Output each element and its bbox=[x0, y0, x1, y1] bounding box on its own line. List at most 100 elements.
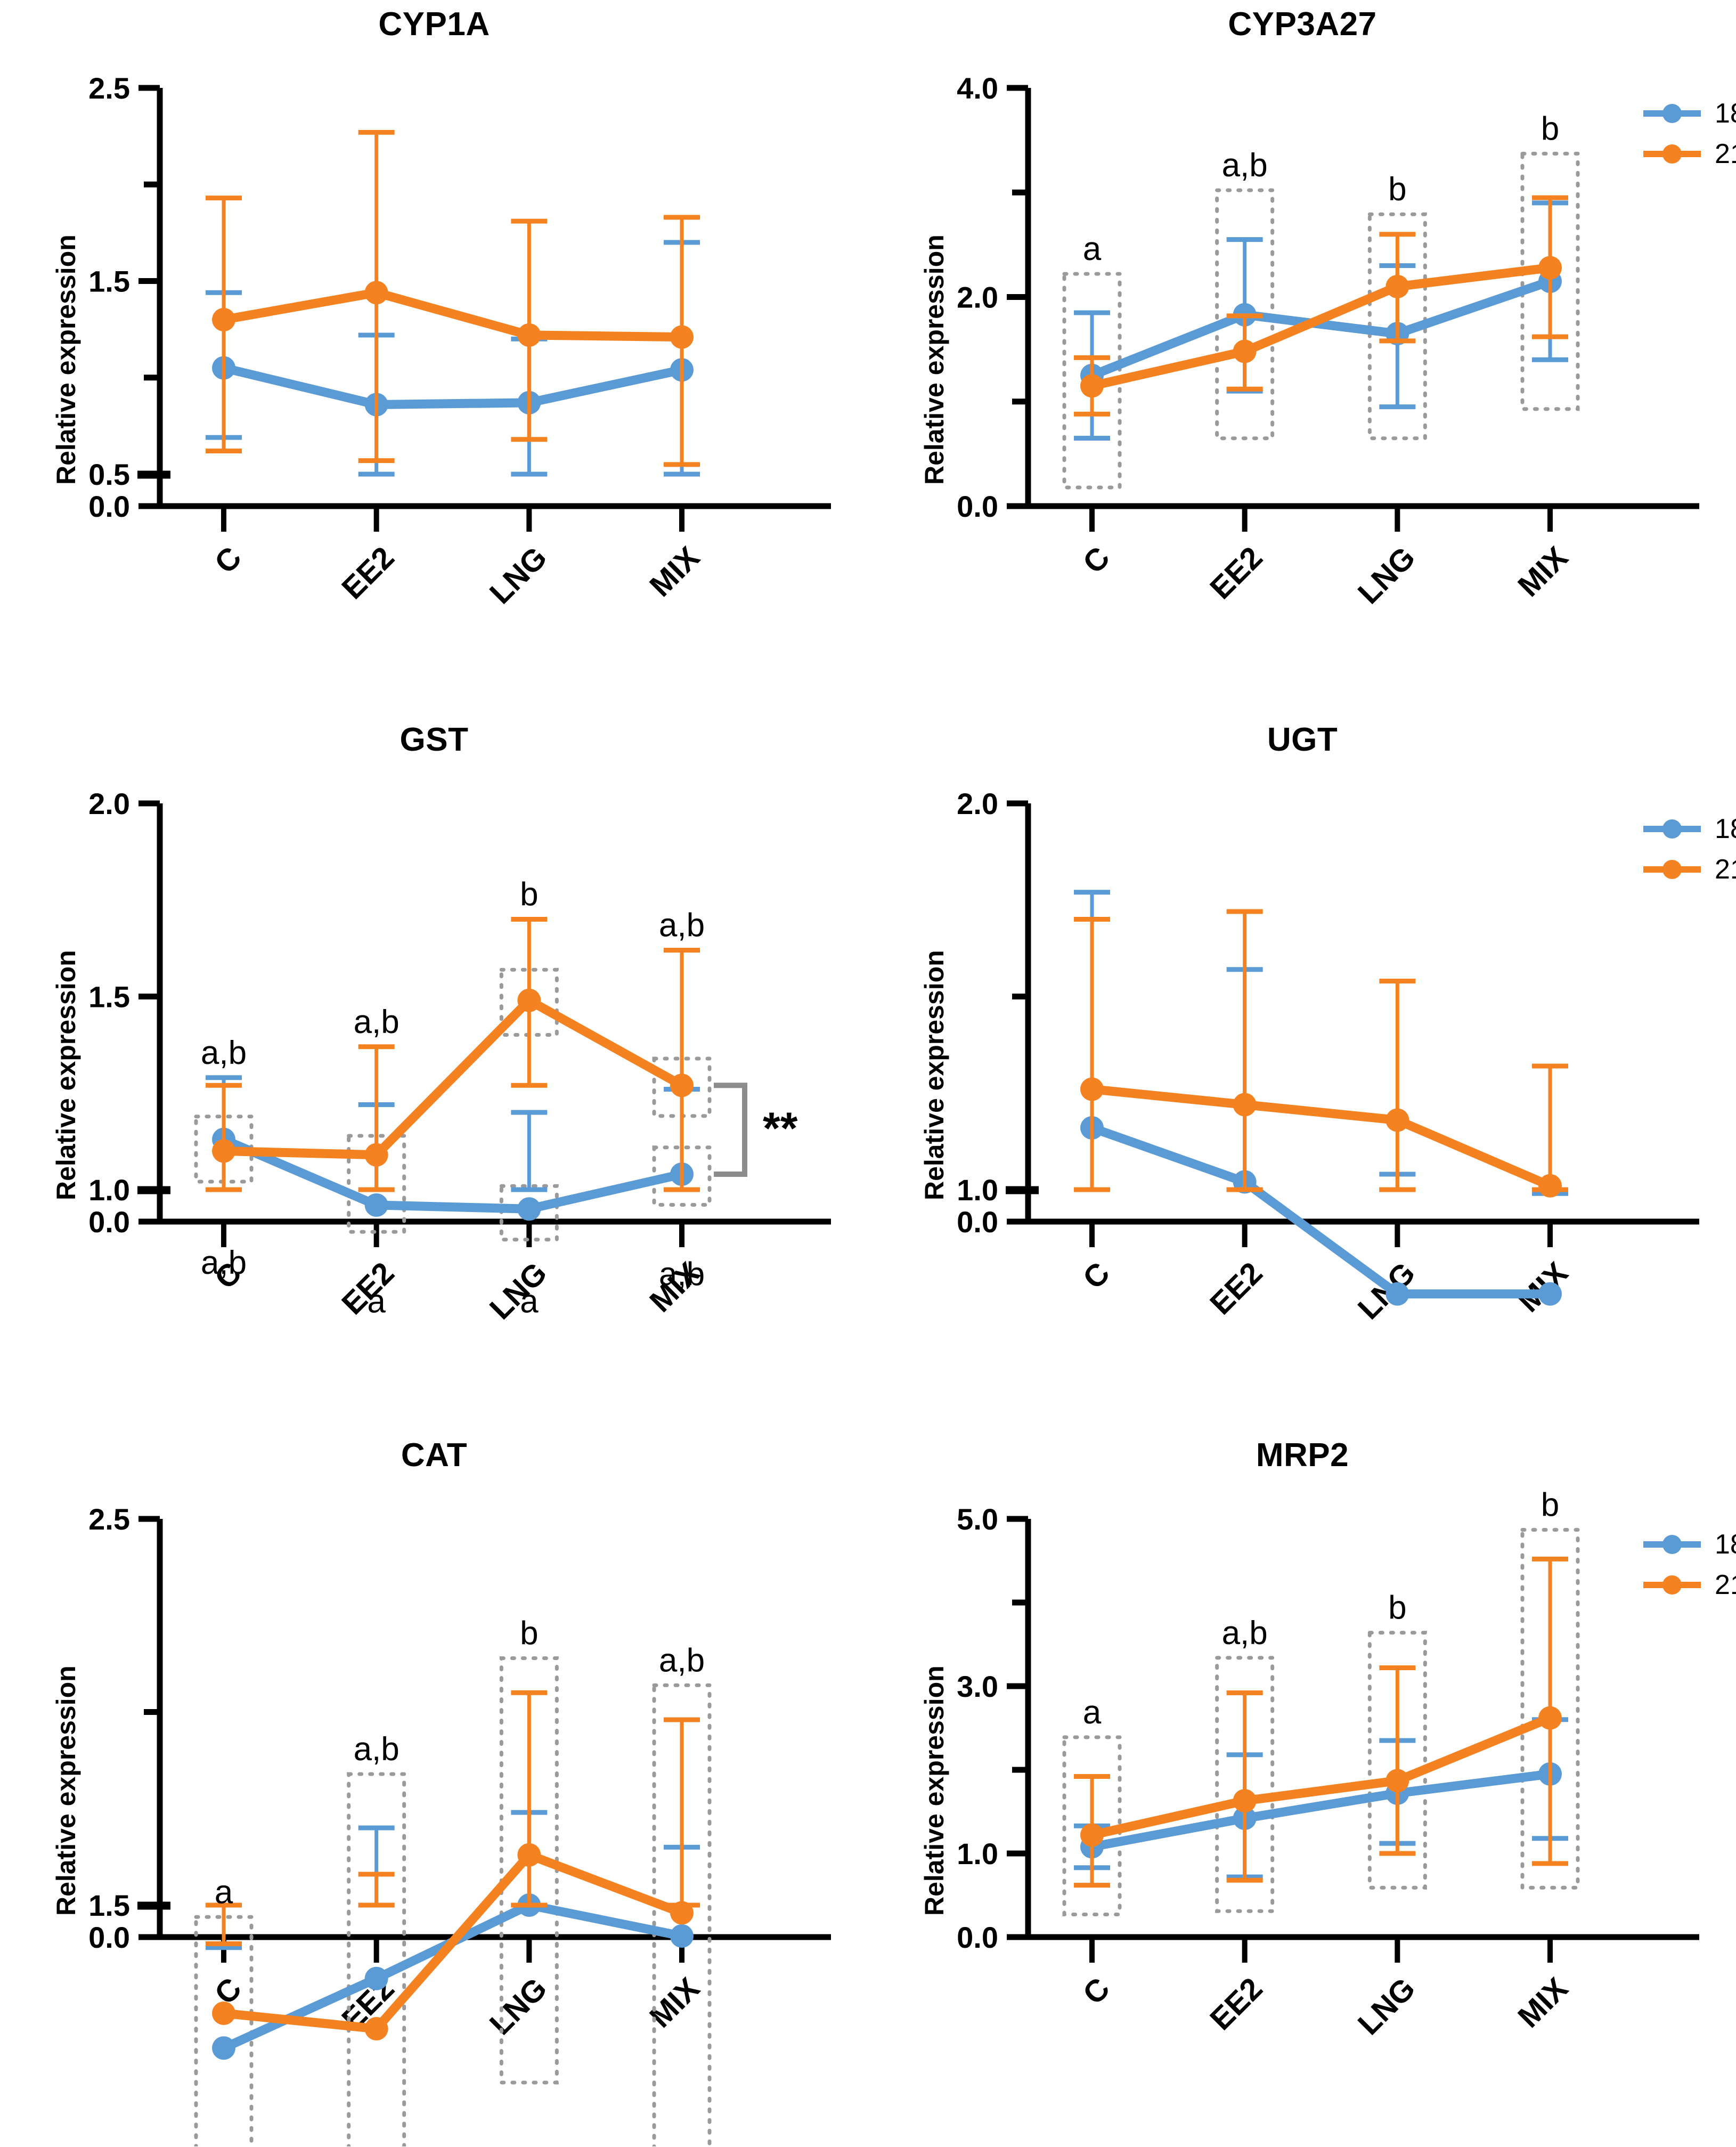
data-point bbox=[517, 1843, 541, 1867]
series-line bbox=[219, 996, 687, 1160]
legend-item-18c[interactable]: 18 ºC bbox=[1643, 93, 1736, 134]
significance-asterisks: ** bbox=[763, 1103, 798, 1153]
legend-line-swatch bbox=[1643, 1535, 1701, 1554]
chart-panel-gst: GST 0.0 1.0 1.5 2.0 C EE2 LNG MIX ** a,b a,b a,b a b a a… bbox=[0, 715, 868, 1431]
data-point bbox=[517, 1197, 541, 1221]
legend-item-18c[interactable]: 18 ºC bbox=[1643, 809, 1736, 849]
x-tick-label: C bbox=[208, 540, 248, 581]
y-tick-label: 2.5 bbox=[88, 1502, 130, 1536]
group-letter-annotation: a,b bbox=[659, 1256, 705, 1293]
x-tick-label: MIX bbox=[643, 540, 706, 603]
axes: 0.01.52.5C EE2 LNG MIX bbox=[88, 1502, 831, 2042]
data-point bbox=[364, 1193, 388, 1217]
panel-title: UGT bbox=[1267, 721, 1338, 758]
group-letter-annotation: b bbox=[1541, 110, 1559, 147]
data-point bbox=[1233, 339, 1257, 363]
legend-item-21c[interactable]: 21 ºC bbox=[1643, 134, 1736, 174]
legend-marker-dot bbox=[1662, 819, 1682, 839]
data-point bbox=[1080, 1077, 1104, 1101]
axes: 0.0 2.0 4.0 C EE2 LNG MIX bbox=[957, 71, 1699, 611]
axes: 0.0 1.0 3.0 5.0 C EE2 LNG MIX bbox=[957, 1502, 1699, 2042]
y-tick-label: 2.0 bbox=[957, 787, 998, 820]
series-21c bbox=[206, 1690, 700, 2040]
data-point bbox=[670, 1924, 694, 1948]
y-tick-label: 2.0 bbox=[957, 281, 998, 314]
group-letter-annotation: a,b bbox=[659, 1642, 705, 1679]
series-21c bbox=[1074, 1556, 1568, 1888]
legend: 18 ºC 21 ºC bbox=[1643, 809, 1736, 890]
axes: 0.00.5 1.5 2.5 C EE2 LNG MIX bbox=[88, 71, 831, 611]
significance-box bbox=[499, 1656, 559, 2085]
y-axis-label: Relative expression bbox=[919, 950, 949, 1200]
y-tick-label: 1.5 bbox=[88, 265, 130, 298]
panel-title: MRP2 bbox=[1256, 1437, 1349, 1474]
x-tick-label: LNG bbox=[483, 540, 554, 611]
group-letter-annotation: a bbox=[367, 1283, 386, 1320]
y-tick-label: 0.0 bbox=[957, 490, 998, 523]
data-point bbox=[517, 323, 541, 347]
data-point bbox=[364, 281, 388, 305]
legend-label: 21 ºC bbox=[1715, 854, 1736, 885]
significance-box bbox=[652, 1145, 712, 1207]
x-tick-label: C bbox=[1076, 540, 1116, 581]
chart-panel-cyp3a27: CYP3A27 0.0 2.0 4.0 C EE2 LNG MIX a a,b b b Relative… bbox=[868, 0, 1736, 715]
data-point bbox=[1385, 1108, 1409, 1132]
significance-box bbox=[652, 1683, 712, 2146]
legend-marker-dot bbox=[1662, 1575, 1682, 1595]
legend-item-18c[interactable]: 18 ºC bbox=[1643, 1524, 1736, 1565]
legend-label: 21 ºC bbox=[1715, 1569, 1736, 1600]
x-tick-label: LNG bbox=[483, 1256, 554, 1327]
group-letter-annotation: b bbox=[1388, 1590, 1406, 1626]
group-letter-annotation: a bbox=[1083, 1694, 1102, 1731]
y-tick-label: 0.5 bbox=[88, 458, 130, 491]
data-point bbox=[1233, 1789, 1257, 1813]
legend: 18 ºC 21 ºC bbox=[1643, 1524, 1736, 1605]
x-tick-label: EE2 bbox=[1203, 1971, 1269, 2037]
legend-line-swatch bbox=[1643, 860, 1701, 879]
y-tick-label: 1.5 bbox=[88, 1889, 130, 1922]
legend-line-swatch bbox=[1643, 144, 1701, 164]
data-point bbox=[1538, 1174, 1562, 1198]
y-axis-label: Relative expression bbox=[919, 234, 949, 485]
y-tick-label: 5.0 bbox=[957, 1502, 998, 1536]
chart-panel-cyp1a: CYP1A 0.0 0.5 1.5 2.5 C EE2 LNG MIX Relative expr… bbox=[0, 0, 868, 715]
plot-area: 0.0 1.0 3.0 5.0 C EE2 LNG MIX a a,b b b bbox=[957, 1487, 1699, 2042]
series-line bbox=[1087, 1713, 1555, 1840]
group-letter-annotation: b bbox=[520, 876, 538, 913]
series-line bbox=[1087, 1085, 1555, 1191]
legend-line-swatch bbox=[1643, 819, 1701, 839]
data-point bbox=[1385, 1282, 1409, 1306]
group-letter-annotation: a bbox=[1083, 231, 1102, 267]
legend-item-21c[interactable]: 21 ºC bbox=[1643, 849, 1736, 890]
panel-title: CYP1A bbox=[378, 6, 490, 43]
data-point bbox=[1538, 256, 1562, 280]
y-tick-label: 2.0 bbox=[88, 787, 130, 820]
group-letter-annotation: b bbox=[520, 1615, 538, 1652]
x-tick-label: LNG bbox=[1351, 1971, 1422, 2042]
x-tick-label: LNG bbox=[1351, 540, 1422, 611]
group-letter-annotation: a,b bbox=[201, 1245, 247, 1281]
x-tick-label: MIX bbox=[1511, 1971, 1575, 2034]
series-line bbox=[1087, 263, 1555, 391]
data-point bbox=[1385, 1769, 1409, 1793]
series-21c bbox=[1074, 195, 1568, 417]
y-tick-label: 1.0 bbox=[88, 1173, 130, 1207]
legend-item-21c[interactable]: 21 ºC bbox=[1643, 1565, 1736, 1605]
significance-box bbox=[1062, 1735, 1122, 1916]
legend-label: 18 ºC bbox=[1715, 814, 1736, 844]
group-letter-annotation: a,b bbox=[201, 1035, 247, 1071]
data-point bbox=[364, 2017, 388, 2040]
plot-area: 0.01.01.52.0C EE2 LNG MIX**a,ba,ba,babaa,ba… bbox=[88, 787, 831, 1327]
x-tick-label: LNG bbox=[483, 1971, 554, 2042]
y-tick-label: 0.0 bbox=[957, 1921, 998, 1954]
series-18c bbox=[206, 240, 700, 477]
y-tick-label: 1.0 bbox=[957, 1837, 998, 1871]
x-tick-label: MIX bbox=[643, 1971, 706, 2034]
y-tick-label: 1.0 bbox=[957, 1173, 998, 1207]
y-axis-label: Relative expression bbox=[51, 1665, 81, 1916]
data-point bbox=[517, 988, 541, 1012]
significance-box bbox=[194, 1915, 254, 2146]
legend: 18 ºC 21 ºC bbox=[1643, 93, 1736, 174]
